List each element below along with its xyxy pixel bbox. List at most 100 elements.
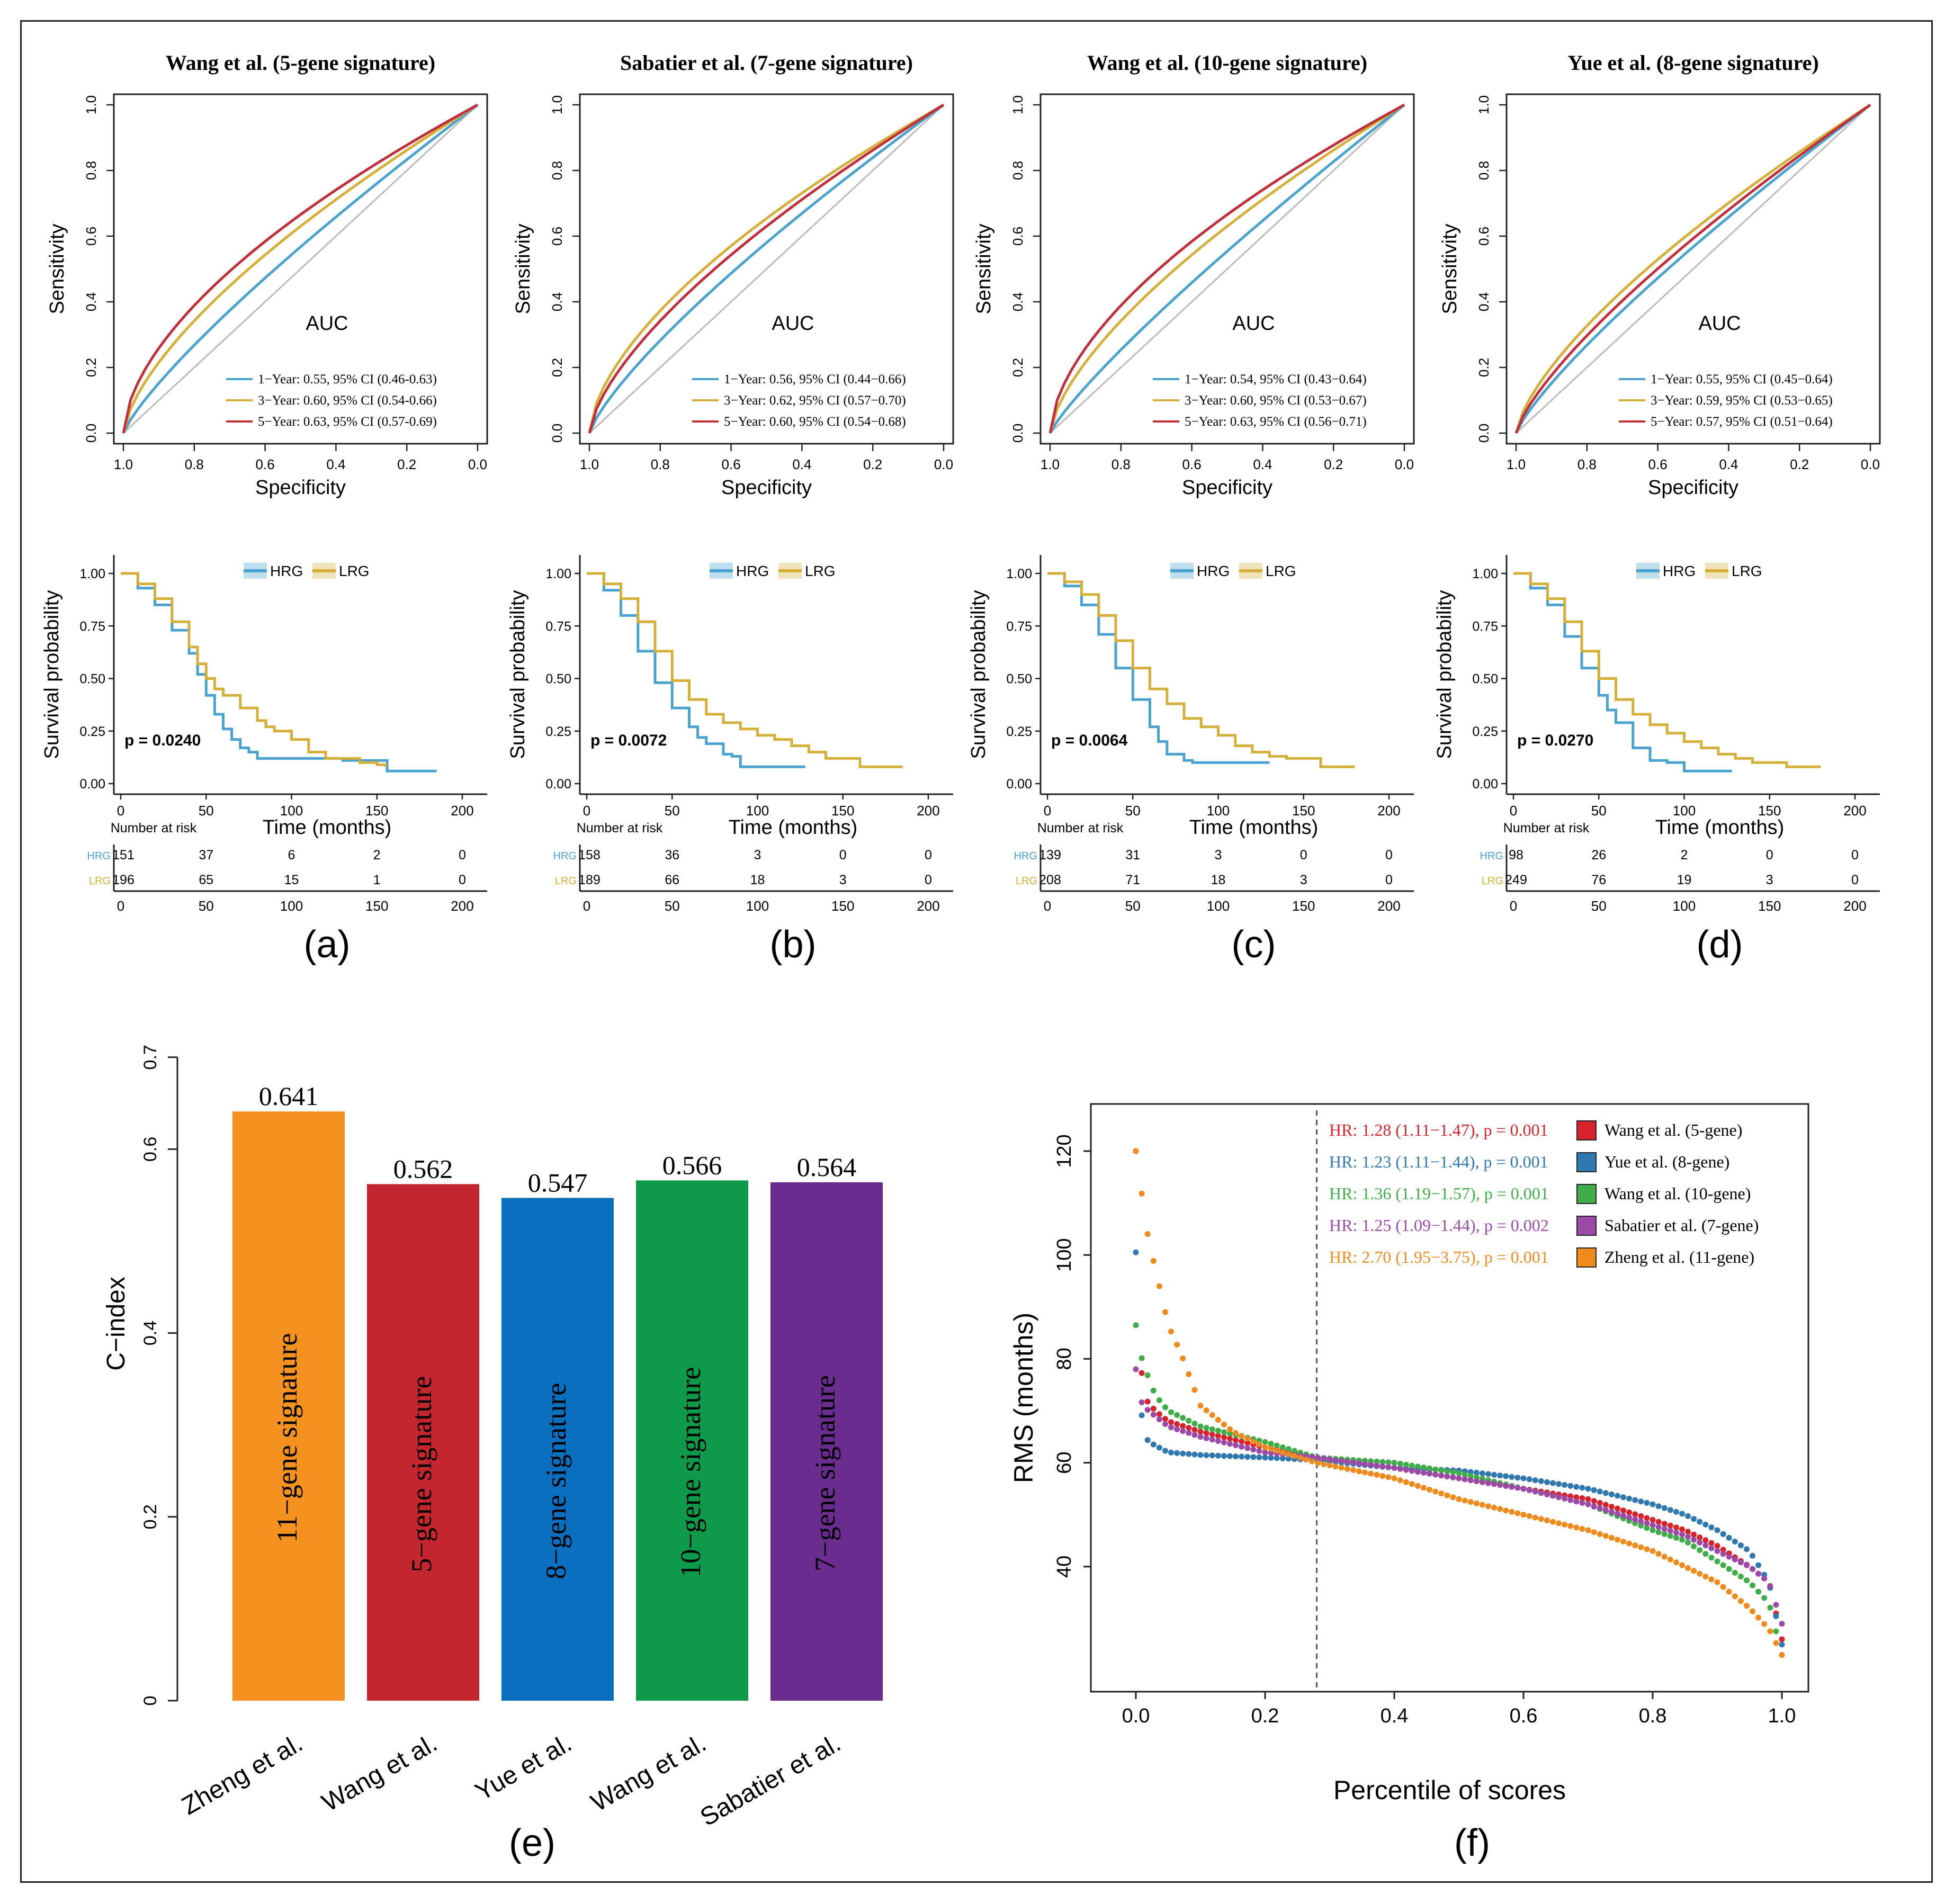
rms-point	[1414, 1469, 1421, 1475]
risk-count: 3	[1766, 873, 1773, 887]
rms-point	[1573, 1484, 1580, 1490]
rms-point	[1679, 1537, 1685, 1543]
rms-point	[1585, 1501, 1591, 1507]
rms-point	[1632, 1511, 1638, 1517]
rms-point	[1162, 1416, 1168, 1422]
rms-point	[1585, 1486, 1591, 1492]
x-axis-label: Specificity	[721, 477, 812, 499]
rms-point	[1315, 1454, 1321, 1461]
x-tick-label: 0.2	[1324, 456, 1343, 472]
rms-point	[1620, 1507, 1626, 1514]
rms-point	[1326, 1456, 1333, 1462]
rms-point	[1644, 1546, 1650, 1552]
rms-point	[1691, 1516, 1697, 1522]
rms-point	[1421, 1465, 1427, 1470]
risk-count: 1	[373, 873, 381, 887]
rms-point	[1562, 1495, 1568, 1502]
rms-point	[1591, 1498, 1597, 1504]
km-curve-lrg	[1047, 572, 1355, 768]
y-tick-label: 0.7	[140, 1045, 160, 1070]
rms-point	[1133, 1366, 1139, 1372]
rms-point	[1292, 1448, 1297, 1454]
rms-point	[1632, 1516, 1638, 1523]
rms-point	[1180, 1428, 1186, 1434]
rms-point	[1632, 1542, 1638, 1549]
rms-point	[1186, 1430, 1192, 1436]
rms-point	[1144, 1372, 1151, 1378]
rms-point	[1139, 1399, 1145, 1405]
rms-point	[1233, 1437, 1239, 1443]
x-tick-label: 200	[1843, 803, 1866, 819]
auc-legend-title: AUC	[306, 312, 348, 335]
rms-point	[1197, 1434, 1204, 1440]
rms-point	[1379, 1463, 1386, 1469]
rms-point	[1444, 1474, 1450, 1479]
risk-count: 37	[199, 848, 213, 863]
y-tick-label: 1.0	[83, 95, 99, 114]
x-tick-label: 50	[1125, 803, 1141, 819]
y-tick-label: 0.25	[1006, 724, 1032, 739]
category-label: Zheng et al.	[177, 1729, 307, 1821]
hr-text: HR: 1.28 (1.11−1.47), p = 0.001	[1329, 1120, 1548, 1139]
bar-value-label: 0.562	[393, 1154, 453, 1183]
y-tick-label: 100	[1053, 1238, 1075, 1272]
km-curve-hrg	[1047, 572, 1270, 764]
rms-point	[1567, 1523, 1574, 1529]
y-tick-label: 0.4	[140, 1321, 160, 1345]
y-axis-label: Sensitivity	[973, 223, 995, 314]
rms-point	[1279, 1444, 1286, 1450]
rms-point	[1497, 1482, 1503, 1488]
panel-e-cindex: 0 0.2 0.4 0.6 0.7 C−index 0.641 11−gene signatu…	[102, 1045, 883, 1864]
rms-point	[1520, 1486, 1527, 1492]
rms-point	[1403, 1467, 1409, 1473]
rms-point	[1197, 1429, 1204, 1435]
rms-point	[1221, 1439, 1227, 1445]
rms-point	[1702, 1574, 1709, 1579]
panel-label: (f)	[1454, 1822, 1490, 1864]
rms-point	[1538, 1490, 1544, 1496]
rms-point	[1726, 1566, 1732, 1572]
rms-point	[1174, 1450, 1180, 1456]
auc-legend-entry: 3−Year: 0.62, 95% CI (0.57−0.70)	[724, 393, 906, 408]
risk-count: 0	[1766, 848, 1773, 863]
rms-point	[1644, 1499, 1650, 1506]
rms-point	[1262, 1444, 1268, 1450]
y-tick-label: 0.00	[545, 777, 571, 792]
rms-point	[1667, 1507, 1673, 1513]
diagonal-reference	[122, 104, 479, 434]
rms-point	[1186, 1425, 1192, 1431]
risk-x-tick-label: 150	[1758, 898, 1781, 914]
x-tick-label: 100	[746, 803, 769, 819]
rms-point	[1432, 1488, 1439, 1495]
rms-point	[1755, 1562, 1762, 1568]
y-tick-label: 1.00	[1472, 567, 1498, 581]
risk-x-tick-label: 150	[365, 898, 388, 914]
rms-point	[1244, 1445, 1251, 1451]
risk-count: 36	[665, 848, 679, 863]
bar-inner-label: 5−gene signature	[406, 1376, 437, 1573]
risk-x-tick-label: 0	[583, 898, 590, 914]
x-tick-label: 1.0	[114, 456, 133, 472]
rms-point	[1673, 1559, 1679, 1566]
risk-count: 0	[1851, 848, 1859, 863]
rms-point	[1750, 1582, 1755, 1588]
rms-point	[1779, 1636, 1785, 1642]
rms-point	[1209, 1436, 1215, 1443]
rms-point	[1268, 1450, 1274, 1456]
risk-count: 0	[1300, 848, 1307, 863]
x-tick-label: 0.6	[1182, 456, 1202, 472]
y-tick-label: 0.75	[79, 619, 105, 634]
rms-point	[1397, 1466, 1403, 1472]
rms-point	[1550, 1519, 1556, 1525]
rms-point	[1526, 1476, 1532, 1483]
y-tick-label: 0.0	[549, 424, 565, 443]
rms-point	[1374, 1471, 1380, 1478]
x-tick-label: 0.6	[722, 456, 741, 472]
rms-point	[1279, 1449, 1286, 1456]
x-tick-label: 0.4	[792, 456, 811, 472]
rms-point	[1667, 1556, 1673, 1562]
rms-point	[1685, 1534, 1691, 1540]
rms-point	[1556, 1481, 1562, 1487]
y-tick-label: 0.0	[83, 424, 99, 443]
rms-point	[1356, 1468, 1362, 1475]
